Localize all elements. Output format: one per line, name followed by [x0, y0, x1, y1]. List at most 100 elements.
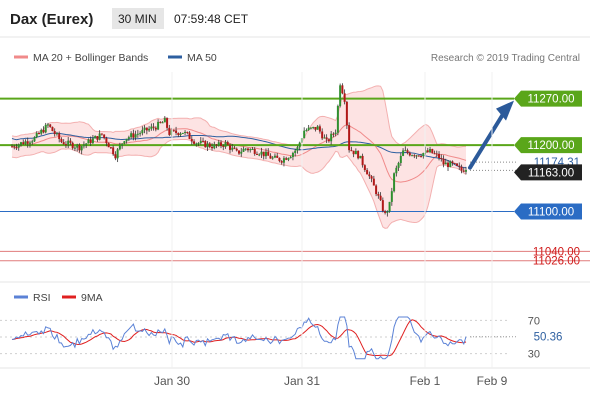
candle-body	[76, 144, 79, 148]
candle-body	[359, 155, 362, 159]
x-tick-label: Jan 31	[284, 374, 320, 388]
candle-body	[368, 174, 371, 177]
candle-body	[440, 158, 443, 160]
candle-body	[384, 211, 387, 213]
candle-body	[51, 126, 54, 132]
candle-body	[202, 140, 205, 142]
x-axis: Jan 30 Jan 31 Feb 1 Feb 9	[154, 72, 508, 388]
candle-body	[141, 129, 144, 134]
rsi-tick-label: 30	[528, 349, 540, 361]
candle-body	[98, 133, 101, 140]
candle-body	[199, 140, 202, 143]
credit-text: Research © 2019 Trading Central	[431, 53, 580, 64]
candle-body	[267, 151, 270, 156]
candle-body	[291, 152, 294, 157]
candle-body	[269, 155, 272, 159]
candle-body	[123, 141, 126, 144]
candle-body	[31, 141, 34, 143]
candle-body	[415, 155, 418, 157]
x-tick-label: Feb 9	[477, 374, 508, 388]
candle-body	[179, 133, 182, 136]
candle-body	[139, 133, 142, 135]
candle-body	[363, 165, 366, 171]
candle-body	[332, 133, 335, 135]
candle-body	[220, 142, 223, 146]
candle-body	[336, 105, 339, 133]
candle-body	[195, 143, 198, 145]
candle-body	[35, 133, 38, 138]
candle-body	[130, 133, 133, 138]
candle-body	[318, 126, 321, 132]
price-level-tag: 11270.00	[514, 90, 582, 107]
candle-body	[417, 155, 420, 157]
header-time: 07:59:48 CET	[174, 12, 249, 26]
timeframe-label: 30 MIN	[118, 12, 157, 26]
candle-body	[352, 150, 355, 155]
candle-body	[114, 154, 117, 159]
candle-body	[462, 170, 465, 172]
candle-body	[375, 185, 378, 195]
candle-body	[15, 147, 18, 149]
candle-body	[296, 147, 299, 151]
candle-body	[276, 155, 279, 158]
candle-body	[280, 161, 283, 163]
candle-body	[309, 127, 312, 129]
candle-body	[321, 131, 324, 139]
candle-body	[303, 130, 306, 139]
candle-body	[424, 150, 427, 154]
candle-body	[249, 149, 252, 151]
candle-body	[49, 124, 52, 127]
rsi-panel: 30 70 50.36	[0, 315, 562, 361]
candle-body	[465, 170, 467, 172]
candle-body	[381, 200, 384, 212]
bollinger-lower-line	[11, 138, 467, 229]
candle-body	[181, 132, 184, 134]
candle-body	[78, 144, 81, 151]
candle-body	[348, 125, 351, 151]
candle-body	[190, 138, 193, 142]
candle-body	[229, 144, 232, 150]
price-level-label: 11100.00	[528, 207, 574, 219]
candle-body	[46, 124, 49, 126]
candle-body	[289, 156, 292, 159]
candle-body	[37, 133, 40, 135]
candle-body	[132, 133, 135, 138]
candle-body	[262, 151, 265, 157]
candle-body	[152, 126, 155, 128]
price-level-label: 11026.00	[533, 256, 580, 268]
instrument-title: Dax (Eurex)	[10, 11, 93, 28]
candle-body	[17, 144, 20, 148]
candle-body	[426, 150, 429, 153]
candle-body	[186, 131, 189, 133]
candle-body	[287, 158, 290, 160]
candle-body	[264, 151, 267, 157]
projection-arrow-head	[496, 100, 514, 121]
candle-body	[370, 176, 373, 179]
candle-body	[85, 143, 88, 145]
candle-body	[125, 138, 128, 142]
candle-body	[278, 157, 281, 162]
candle-body	[285, 158, 288, 160]
candle-body	[271, 157, 274, 159]
candle-body	[121, 143, 124, 146]
candle-body	[134, 134, 137, 138]
candle-body	[330, 133, 333, 142]
current-price-label: 11163.00	[528, 167, 574, 179]
candle-body	[215, 144, 218, 146]
candle-body	[240, 151, 243, 154]
candle-body	[404, 150, 407, 152]
candle-body	[116, 149, 119, 159]
candle-body	[258, 154, 261, 156]
candle-body	[69, 140, 72, 143]
candle-body	[460, 166, 463, 171]
candle-body	[357, 150, 360, 159]
candle-body	[354, 150, 357, 155]
candle-body	[105, 137, 108, 144]
candle-body	[154, 127, 157, 130]
candle-body	[312, 126, 315, 128]
candle-body	[397, 162, 400, 168]
candle-body	[372, 178, 375, 186]
candle-body	[159, 121, 162, 123]
candle-body	[82, 144, 85, 147]
